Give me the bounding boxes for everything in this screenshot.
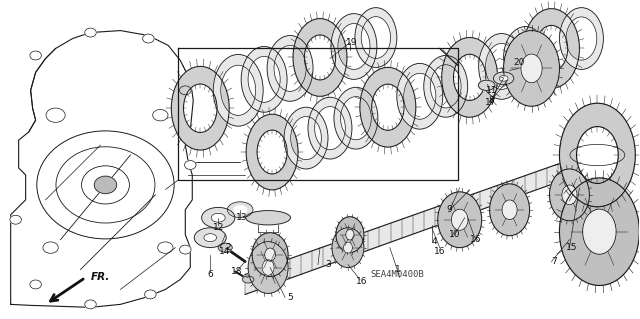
Text: 16: 16 [434, 247, 445, 256]
Text: 11: 11 [486, 86, 497, 95]
Ellipse shape [559, 178, 639, 286]
Ellipse shape [493, 72, 514, 85]
Text: 17: 17 [485, 98, 497, 107]
Ellipse shape [248, 241, 288, 293]
Ellipse shape [204, 234, 216, 241]
Polygon shape [267, 35, 313, 101]
Text: 19: 19 [346, 38, 358, 47]
Ellipse shape [502, 200, 517, 219]
Ellipse shape [227, 202, 253, 218]
Polygon shape [241, 47, 287, 112]
Text: 20: 20 [513, 58, 524, 67]
Polygon shape [245, 160, 570, 294]
Text: 7: 7 [552, 257, 557, 266]
Polygon shape [360, 67, 416, 147]
Ellipse shape [10, 215, 21, 224]
Ellipse shape [30, 51, 42, 60]
Text: 10: 10 [449, 230, 460, 239]
Text: 5: 5 [287, 293, 293, 302]
Ellipse shape [478, 80, 495, 90]
Text: 6: 6 [207, 270, 213, 279]
Ellipse shape [521, 54, 542, 83]
Ellipse shape [499, 76, 508, 81]
Ellipse shape [195, 228, 226, 248]
Ellipse shape [252, 233, 288, 277]
Text: 18: 18 [232, 267, 243, 276]
Ellipse shape [84, 28, 96, 37]
Polygon shape [559, 103, 636, 207]
Ellipse shape [582, 209, 616, 254]
Polygon shape [397, 63, 443, 129]
Ellipse shape [438, 192, 482, 248]
Ellipse shape [202, 207, 235, 228]
Ellipse shape [243, 276, 254, 283]
Polygon shape [172, 66, 229, 150]
Text: 16: 16 [470, 235, 481, 244]
Text: 4: 4 [432, 237, 438, 246]
Polygon shape [246, 114, 298, 190]
Polygon shape [331, 14, 377, 79]
Ellipse shape [265, 248, 275, 261]
Ellipse shape [211, 213, 225, 222]
Ellipse shape [180, 245, 191, 254]
Polygon shape [284, 107, 328, 169]
Polygon shape [213, 55, 263, 126]
Polygon shape [293, 19, 347, 96]
Ellipse shape [84, 300, 96, 309]
Text: 16: 16 [356, 277, 367, 286]
Text: 1: 1 [395, 265, 401, 274]
Ellipse shape [490, 184, 529, 236]
Ellipse shape [234, 206, 246, 214]
Ellipse shape [504, 31, 559, 106]
Ellipse shape [143, 34, 154, 43]
Ellipse shape [562, 185, 577, 205]
Text: 2: 2 [225, 243, 231, 252]
Ellipse shape [550, 169, 589, 221]
Ellipse shape [180, 86, 191, 95]
Text: FR.: FR. [90, 272, 110, 283]
Text: 12: 12 [212, 223, 224, 232]
Polygon shape [524, 9, 579, 88]
Ellipse shape [184, 160, 196, 169]
Text: 15: 15 [566, 243, 577, 252]
Text: SEA4M0400B: SEA4M0400B [370, 270, 424, 279]
Ellipse shape [336, 217, 364, 253]
Text: 8: 8 [489, 96, 495, 105]
Ellipse shape [145, 290, 156, 299]
Text: 13: 13 [236, 213, 248, 222]
Polygon shape [479, 33, 525, 99]
Polygon shape [355, 8, 397, 67]
Text: 9: 9 [447, 205, 452, 214]
Text: 14: 14 [218, 247, 230, 256]
Ellipse shape [344, 242, 353, 253]
Ellipse shape [246, 211, 291, 225]
Ellipse shape [451, 209, 468, 230]
Text: 3: 3 [325, 260, 331, 269]
Ellipse shape [94, 176, 116, 194]
Ellipse shape [332, 228, 364, 268]
Polygon shape [442, 38, 498, 117]
Ellipse shape [346, 229, 354, 240]
Polygon shape [308, 97, 352, 159]
Polygon shape [424, 56, 468, 117]
Ellipse shape [218, 243, 232, 252]
Polygon shape [559, 8, 604, 70]
Polygon shape [334, 87, 378, 149]
Ellipse shape [262, 260, 274, 275]
Polygon shape [504, 26, 547, 88]
Ellipse shape [30, 280, 42, 289]
